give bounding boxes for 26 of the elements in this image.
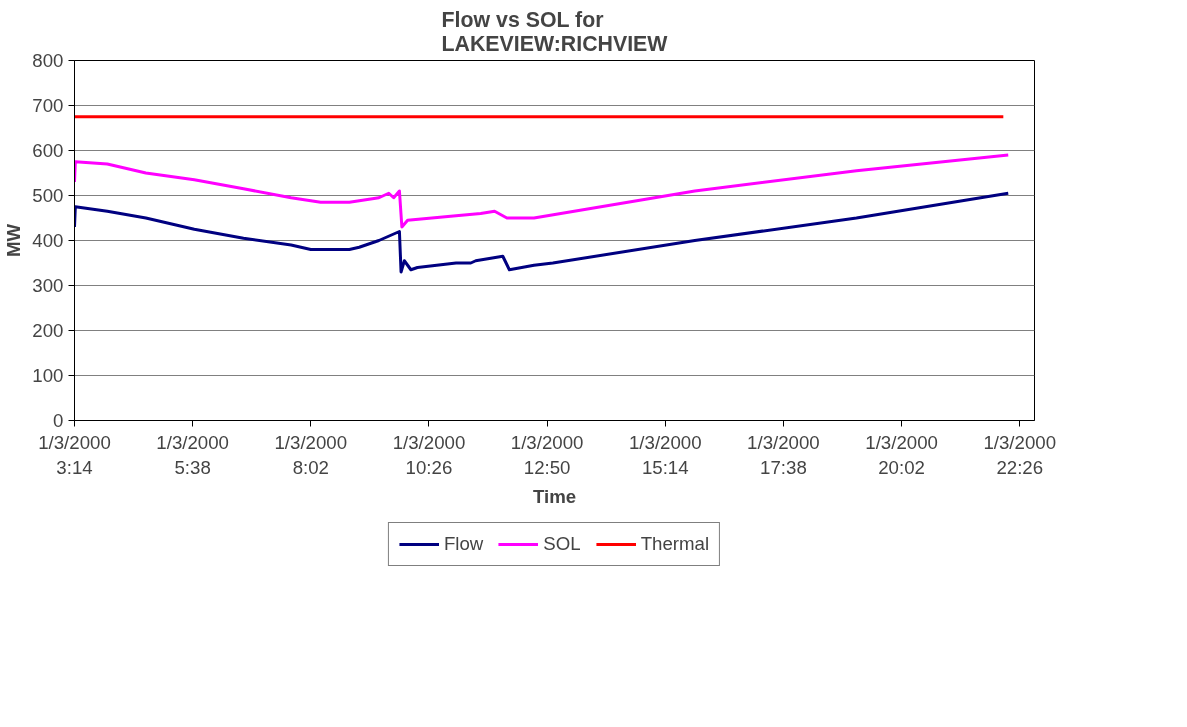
x-tick-label: 1/3/2000 8:02 <box>274 431 348 478</box>
y-axis-title: MW <box>3 223 25 258</box>
y-tick-label: 800 <box>32 50 64 71</box>
y-tick-label: 0 <box>53 410 64 431</box>
legend-label: SOL <box>543 533 581 555</box>
x-tick-label: 1/3/2000 22:26 <box>983 431 1057 478</box>
y-tick-label: 600 <box>32 140 64 161</box>
x-tick-label: 1/3/2000 20:02 <box>865 431 938 478</box>
x-tick-label: 1/3/2000 17:38 <box>747 431 820 478</box>
y-tick-label: 200 <box>32 320 64 341</box>
x-tick-label: 1/3/2000 10:26 <box>392 431 466 478</box>
y-tick-label: 500 <box>32 185 64 206</box>
line-series <box>74 191 1010 274</box>
line-series <box>74 153 1010 229</box>
y-tick-label: 400 <box>32 230 64 251</box>
x-tick-label: 1/3/2000 3:14 <box>38 431 111 478</box>
x-tick-label: 1/3/2000 5:38 <box>156 431 229 478</box>
y-tick-label: 300 <box>32 275 64 296</box>
legend-label: Thermal <box>640 533 710 555</box>
x-tick-label: 1/3/2000 15:14 <box>628 431 702 478</box>
x-tick-label: 1/3/2000 12:50 <box>510 431 584 478</box>
legend-label: Flow <box>443 533 484 555</box>
x-axis-title: Time <box>532 485 577 507</box>
y-tick-label: 700 <box>32 95 64 116</box>
chart-title: Flow vs SOL for LAKEVIEW:RICHVIEW <box>441 7 669 56</box>
y-tick-label: 100 <box>32 365 64 386</box>
